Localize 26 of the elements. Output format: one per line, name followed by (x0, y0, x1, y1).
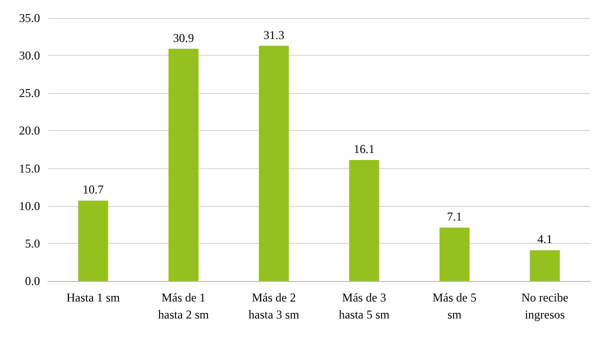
x-tick-label: Más de 5 sm (432, 290, 476, 322)
y-tick-label: 10.0 (19, 198, 40, 213)
y-tick-label: 0.0 (25, 274, 40, 288)
bar (78, 200, 108, 281)
x-tick-label: Más de 3 hasta 5 sm (338, 290, 390, 322)
x-tick-label: Hasta 1 sm (66, 290, 120, 304)
data-label: 30.9 (173, 30, 194, 45)
y-tick-label: 5.0 (25, 236, 40, 250)
data-label: 16.1 (354, 142, 375, 156)
data-label: 4.1 (537, 232, 552, 246)
y-tick-label: 20.0 (19, 124, 40, 138)
x-tick-label: Más de 2 hasta 3 sm (248, 290, 300, 322)
bar (440, 228, 470, 281)
x-tick-label: No recibe ingresos (521, 290, 568, 322)
bar (168, 48, 198, 281)
x-tick-label: Más de 1 hasta 2 sm (158, 290, 210, 322)
data-label: 10.7 (82, 182, 104, 197)
y-tick-label: 25.0 (19, 86, 40, 100)
bar (349, 160, 380, 281)
data-label: 31.3 (263, 28, 284, 42)
data-label: 7.1 (447, 210, 462, 224)
bar (530, 250, 560, 281)
y-tick-label: 30.0 (19, 48, 40, 63)
y-tick-label: 35.0 (19, 11, 40, 25)
bar (258, 46, 289, 281)
y-tick-label: 15.0 (19, 161, 40, 176)
